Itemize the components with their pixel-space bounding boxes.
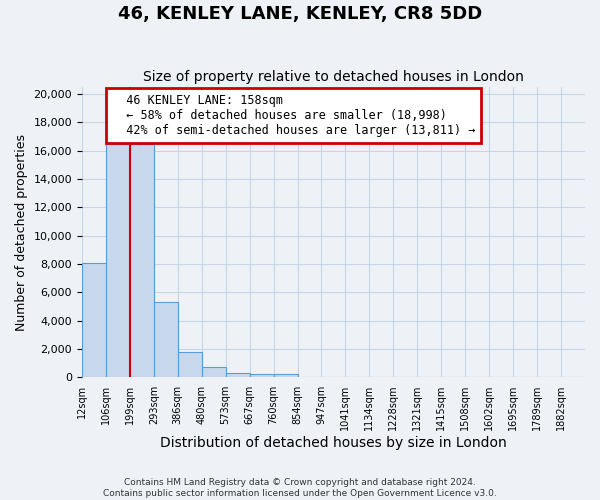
Bar <box>130 144 154 378</box>
Bar <box>274 374 298 378</box>
Bar <box>154 302 178 378</box>
Text: Contains HM Land Registry data © Crown copyright and database right 2024.
Contai: Contains HM Land Registry data © Crown c… <box>103 478 497 498</box>
Bar <box>202 368 226 378</box>
Text: 46 KENLEY LANE: 158sqm
  ← 58% of detached houses are smaller (18,998)
  42% of : 46 KENLEY LANE: 158sqm ← 58% of detached… <box>112 94 475 138</box>
Bar <box>226 373 250 378</box>
Bar <box>178 352 202 378</box>
Y-axis label: Number of detached properties: Number of detached properties <box>15 134 28 330</box>
Bar <box>82 262 106 378</box>
Bar <box>250 374 274 378</box>
X-axis label: Distribution of detached houses by size in London: Distribution of detached houses by size … <box>160 436 507 450</box>
Title: Size of property relative to detached houses in London: Size of property relative to detached ho… <box>143 70 524 85</box>
Bar <box>106 144 130 378</box>
Text: 46, KENLEY LANE, KENLEY, CR8 5DD: 46, KENLEY LANE, KENLEY, CR8 5DD <box>118 5 482 23</box>
